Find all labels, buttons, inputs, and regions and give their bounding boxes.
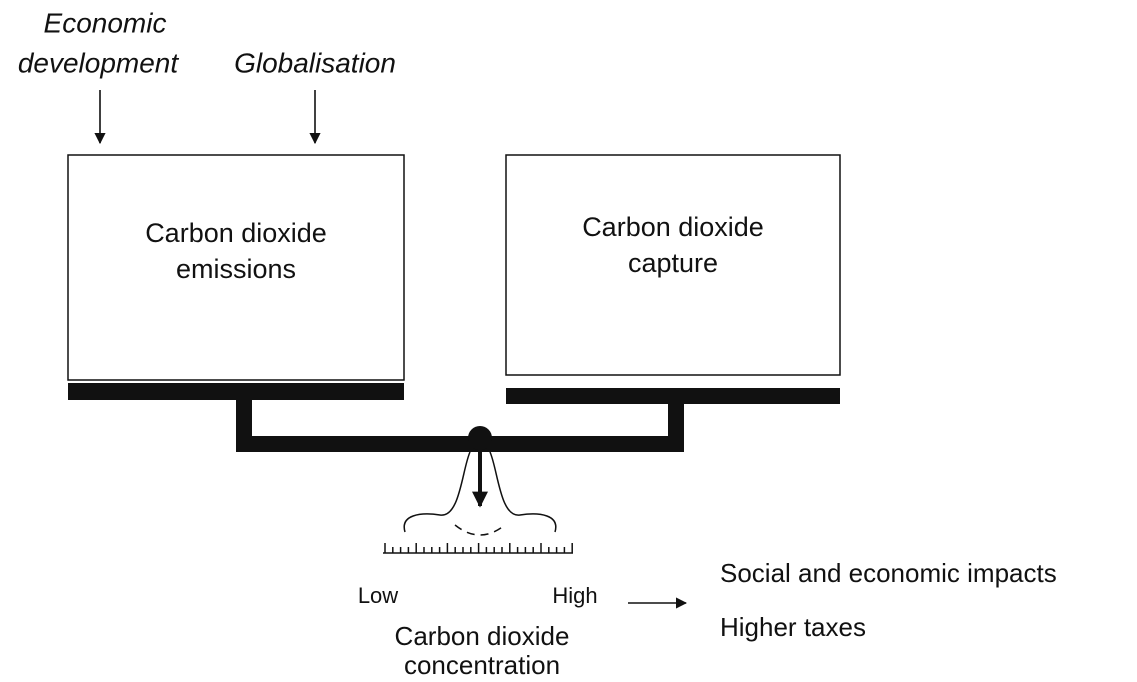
box-label: Carbon dioxide bbox=[582, 212, 764, 242]
gauge-label: Carbon dioxide bbox=[395, 621, 570, 651]
scale-low: Low bbox=[358, 583, 398, 608]
capture-box bbox=[505, 154, 841, 376]
box-label: emissions bbox=[176, 254, 296, 284]
box-label: capture bbox=[628, 248, 718, 278]
emissions-box bbox=[67, 154, 405, 381]
swing-curve bbox=[403, 451, 557, 533]
swing-arc bbox=[454, 524, 506, 536]
balance bbox=[68, 383, 840, 452]
driver-label: development bbox=[18, 47, 180, 78]
box-label: Carbon dioxide bbox=[145, 218, 327, 248]
scale bbox=[383, 543, 573, 554]
scale-high: High bbox=[552, 583, 597, 608]
gauge-label: concentration bbox=[404, 650, 560, 680]
driver-label: Globalisation bbox=[234, 47, 396, 78]
driver-label: Economic bbox=[44, 7, 167, 38]
outcome: Social and economic impacts bbox=[720, 558, 1057, 588]
outcome: Higher taxes bbox=[720, 612, 866, 642]
